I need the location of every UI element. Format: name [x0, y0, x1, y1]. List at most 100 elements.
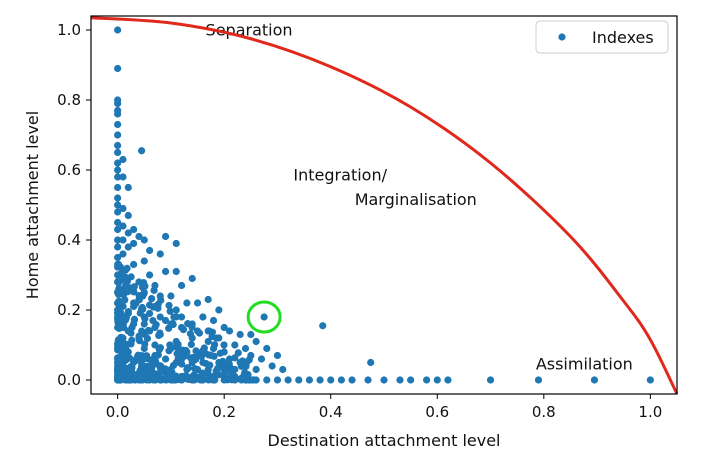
y-axis-ticks: 0.0 0.2 0.4 0.6 0.8 1.0 — [57, 21, 91, 389]
data-point — [166, 307, 174, 315]
data-point — [130, 283, 138, 291]
x-tick-label: 0.2 — [212, 403, 236, 421]
data-point — [225, 327, 234, 335]
data-point — [241, 368, 249, 377]
annotation: Assimilation — [536, 355, 633, 374]
data-point — [119, 222, 127, 230]
data-point — [407, 376, 415, 384]
data-point — [124, 327, 132, 335]
data-point — [114, 376, 122, 384]
x-tick-label: 1.0 — [638, 403, 662, 421]
data-point — [212, 367, 220, 375]
data-point — [119, 355, 127, 363]
data-point — [114, 141, 122, 150]
x-tick-label: 0.4 — [319, 403, 343, 421]
data-point — [199, 348, 207, 356]
data-point — [130, 239, 138, 248]
highlight-ring — [246, 300, 282, 334]
data-point — [124, 348, 132, 356]
data-point — [156, 362, 164, 370]
data-point — [151, 341, 159, 349]
data-point — [114, 288, 122, 297]
data-point — [146, 309, 154, 318]
data-point — [141, 282, 149, 290]
data-point — [188, 320, 196, 328]
data-point — [231, 341, 239, 349]
data-point — [236, 358, 244, 367]
legend: Indexes — [535, 20, 669, 54]
data-point — [114, 344, 122, 352]
data-point — [172, 267, 180, 276]
data-point — [119, 341, 127, 349]
data-point — [646, 376, 654, 384]
data-point — [183, 365, 191, 374]
data-point — [225, 355, 234, 363]
annotation: Integration/ — [293, 166, 387, 185]
data-point — [146, 271, 154, 279]
data-point — [114, 218, 122, 227]
data-point — [209, 316, 218, 325]
data-point — [183, 348, 191, 356]
data-point — [114, 110, 122, 118]
data-point — [177, 376, 186, 384]
data-point — [146, 376, 154, 384]
x-axis-ticks: 0.0 0.2 0.4 0.6 0.8 1.0 — [106, 394, 662, 421]
x-tick-label: 0.6 — [425, 403, 449, 421]
data-point — [135, 369, 143, 377]
data-point — [207, 351, 215, 359]
data-point — [124, 309, 132, 318]
data-point — [114, 99, 122, 108]
data-point — [263, 344, 271, 353]
points-layer — [114, 26, 654, 384]
data-point — [380, 376, 388, 384]
data-point — [130, 288, 138, 296]
data-point — [140, 288, 148, 297]
boundary-curve — [90, 16, 679, 395]
data-point — [130, 302, 138, 311]
data-point — [252, 337, 260, 346]
data-point — [220, 323, 228, 332]
y-tick-label: 0.6 — [57, 161, 81, 179]
data-point — [316, 376, 324, 384]
data-point — [247, 351, 255, 360]
data-point — [119, 250, 127, 258]
data-point — [188, 274, 196, 283]
highlight-layer — [246, 300, 282, 334]
data-point — [192, 347, 200, 355]
data-point — [199, 313, 207, 321]
data-point — [114, 253, 122, 262]
data-point — [140, 313, 148, 321]
data-point — [220, 348, 228, 356]
data-point — [236, 330, 244, 339]
y-tick-label: 0.0 — [57, 371, 81, 389]
data-point — [146, 246, 154, 255]
data-point — [156, 313, 164, 321]
data-point — [204, 295, 212, 304]
x-tick-label: 0.8 — [532, 403, 556, 421]
data-point — [124, 243, 132, 251]
data-point — [165, 301, 173, 310]
data-point — [114, 299, 122, 307]
data-point — [140, 236, 148, 244]
data-point — [130, 260, 138, 269]
data-point — [167, 365, 175, 374]
y-axis-label: Home attachment level — [23, 111, 42, 299]
data-point — [114, 64, 122, 73]
data-point — [167, 320, 175, 328]
data-point — [208, 332, 216, 341]
data-point — [121, 296, 129, 304]
data-point — [114, 183, 122, 192]
x-axis-label: Destination attachment level — [268, 431, 501, 450]
data-point — [114, 323, 122, 332]
data-point — [155, 346, 163, 354]
data-point — [114, 131, 122, 139]
data-point — [114, 148, 122, 157]
data-point — [135, 232, 143, 241]
data-point — [119, 334, 127, 342]
data-point — [135, 334, 143, 342]
x-tick-label: 0.0 — [106, 403, 130, 421]
data-point — [151, 281, 159, 290]
y-tick-label: 0.4 — [57, 231, 81, 249]
data-point — [130, 320, 138, 328]
data-point — [167, 344, 175, 353]
